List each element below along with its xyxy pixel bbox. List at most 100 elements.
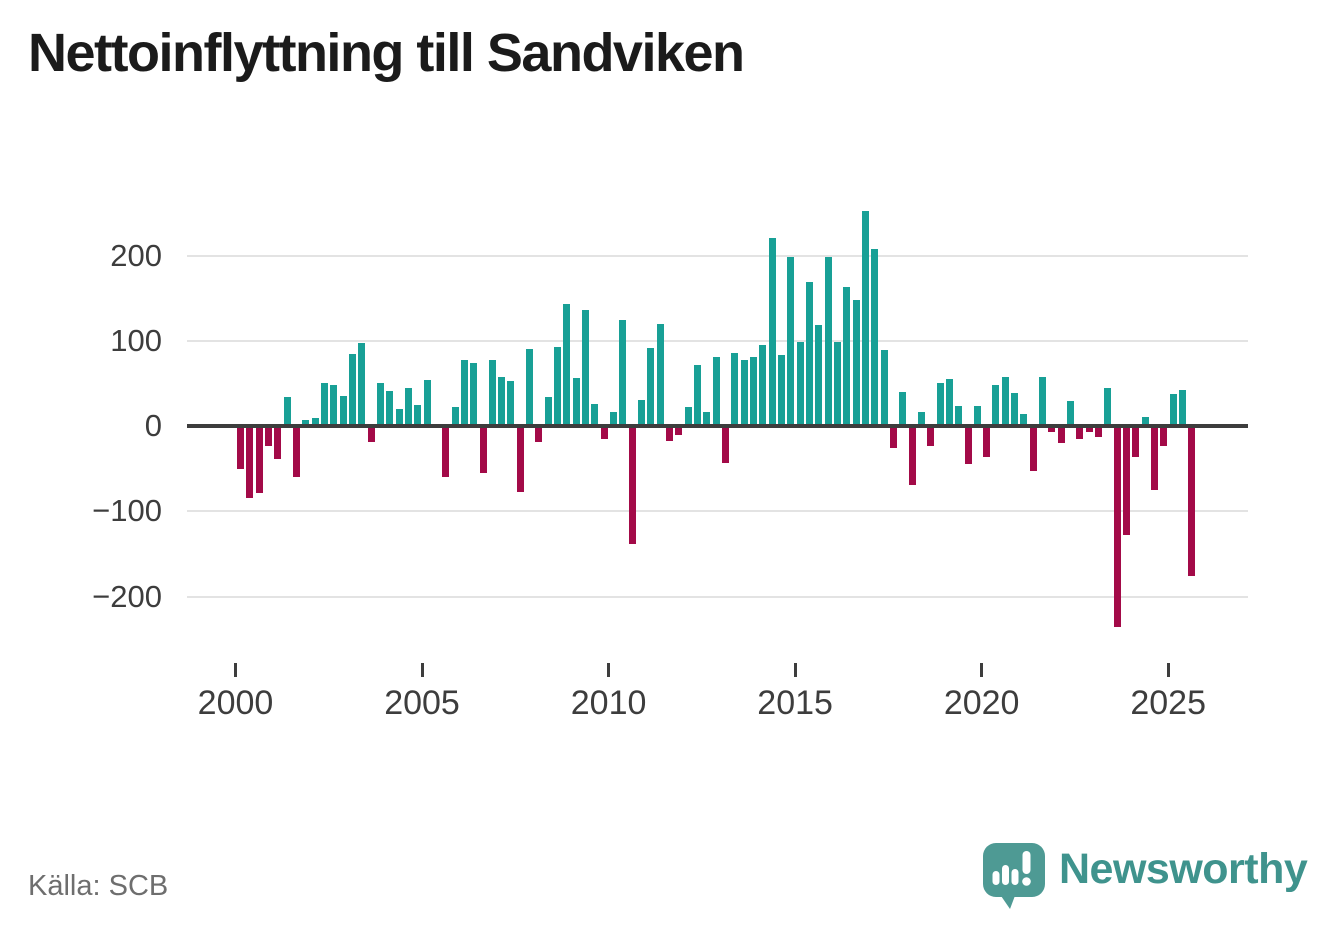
bar-2015-q4 (824, 257, 832, 426)
bar-2007-q4 (526, 349, 534, 426)
bar-2023-q4 (1123, 426, 1131, 536)
bar-2025-q1 (1169, 394, 1177, 426)
x-axis-label: 2025 (1130, 684, 1206, 722)
x-axis-label: 2005 (384, 684, 460, 722)
bar-2020-q2 (992, 385, 1000, 426)
bar-2012-q4 (712, 356, 720, 426)
newsworthy-logo: Newsworthy (983, 843, 1308, 909)
bar-2001-q3 (292, 426, 300, 478)
bar-2003-q3 (367, 426, 375, 443)
y-axis-label: 100 (110, 322, 162, 358)
x-axis-tick (420, 663, 424, 677)
zero-axis-line (187, 424, 1248, 428)
bar-2015-q1 (796, 342, 804, 426)
gridline (187, 510, 1248, 513)
newsworthy-logo-icon (983, 843, 1045, 909)
bar-2010-q2 (619, 320, 627, 426)
bar-2000-q3 (255, 426, 263, 494)
bar-2005-q1 (423, 379, 431, 426)
x-axis-label: 2000 (197, 684, 274, 722)
bar-2005-q3 (442, 426, 450, 478)
bar-2016-q2 (843, 287, 851, 426)
bar-2010-q4 (638, 400, 646, 426)
source-label: Källa: SCB (28, 870, 169, 902)
bar-2001-q4 (302, 420, 310, 426)
bar-2021-q2 (1029, 426, 1037, 472)
bar-2011-q1 (647, 348, 655, 426)
bar-2011-q2 (656, 323, 664, 426)
bar-2002-q2 (320, 382, 328, 426)
bar-2013-q1 (722, 426, 729, 463)
bar-2024-q4 (1160, 426, 1168, 446)
bar-2019-q1 (945, 379, 953, 426)
bar-2015-q3 (815, 324, 823, 426)
bar-2022-q1 (1057, 426, 1065, 444)
bar-2018-q2 (917, 411, 925, 426)
bar-2005-q4 (451, 407, 459, 426)
bar-2004-q2 (395, 408, 403, 426)
bar-2023-q2 (1104, 388, 1112, 426)
bar-2018-q3 (927, 426, 935, 447)
bar-2002-q4 (339, 396, 347, 426)
bar-2014-q2 (768, 237, 776, 426)
bar-2009-q4 (600, 426, 608, 439)
x-axis-label: 2015 (757, 684, 833, 722)
newsworthy-logo-text: Newsworthy (1059, 845, 1308, 893)
bar-2016-q3 (852, 299, 860, 426)
x-axis-tick (980, 663, 984, 677)
bar-2021-q4 (1048, 426, 1056, 432)
x-axis-tick (793, 663, 797, 677)
bar-2024-q3 (1151, 426, 1159, 490)
bar-2011-q3 (666, 426, 674, 442)
bar-2008-q3 (554, 346, 562, 426)
bar-2024-q1 (1132, 426, 1140, 457)
bar-2017-q2 (880, 350, 888, 426)
bar-2003-q4 (376, 383, 384, 426)
x-axis-tick (234, 663, 237, 677)
x-axis-tick (607, 663, 611, 677)
bar-2017-q4 (899, 391, 907, 426)
bar-2020-q4 (1011, 392, 1019, 426)
bar-2017-q3 (889, 426, 897, 449)
bar-2010-q3 (628, 426, 636, 544)
bar-2004-q1 (386, 391, 394, 426)
x-axis-label: 2010 (570, 684, 647, 722)
bar-2014-q3 (777, 355, 785, 426)
bar-2006-q3 (479, 426, 487, 473)
bar-2003-q2 (358, 343, 366, 426)
bar-2006-q4 (488, 360, 496, 426)
gridline (187, 595, 1248, 598)
bar-2019-q4 (973, 406, 981, 426)
bar-2022-q3 (1076, 426, 1084, 439)
gridline (187, 339, 1248, 342)
bar-2011-q4 (675, 426, 683, 436)
bar-2009-q3 (591, 403, 599, 426)
y-axis-label: −200 (92, 578, 162, 614)
gridline (187, 254, 1248, 257)
bar-2022-q4 (1085, 426, 1093, 432)
bar-2015-q2 (805, 281, 813, 426)
bar-2001-q2 (283, 397, 291, 426)
bar-2025-q2 (1179, 390, 1187, 426)
bar-2008-q2 (544, 397, 552, 426)
bar-2010-q1 (610, 411, 618, 426)
bar-2013-q3 (740, 359, 748, 426)
bar-2009-q1 (572, 378, 580, 426)
bar-2008-q4 (563, 304, 571, 426)
bar-2001-q1 (274, 426, 282, 460)
bar-2012-q1 (684, 407, 692, 426)
bar-2002-q1 (311, 418, 319, 426)
bar-2019-q2 (955, 405, 963, 426)
bar-2007-q3 (516, 426, 524, 492)
bar-2018-q4 (936, 382, 944, 426)
bar-2023-q3 (1113, 426, 1121, 628)
bar-2007-q1 (498, 377, 506, 426)
y-axis-label: 0 (144, 408, 162, 443)
bar-2013-q4 (749, 356, 757, 426)
bar-2012-q2 (694, 364, 702, 426)
bar-2002-q3 (330, 385, 338, 426)
bar-2025-q3 (1188, 426, 1196, 577)
bar-2014-q4 (787, 257, 795, 426)
bar-2004-q3 (404, 388, 412, 426)
bar-2008-q1 (535, 426, 543, 443)
